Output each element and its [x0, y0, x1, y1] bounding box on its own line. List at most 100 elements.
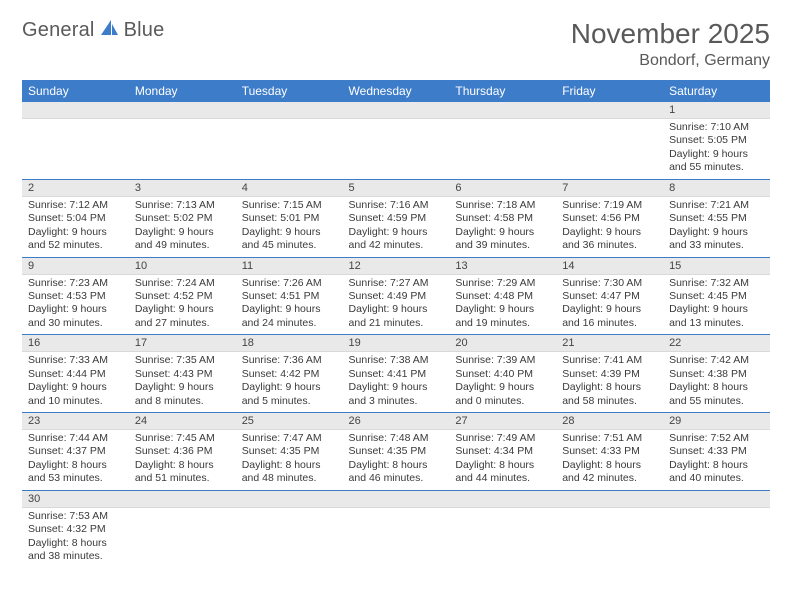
day-cell: [129, 102, 236, 179]
sunset-text: Sunset: 5:05 PM: [669, 134, 764, 147]
day-number-empty: [343, 102, 450, 119]
sunset-text: Sunset: 4:53 PM: [28, 290, 123, 303]
sunset-text: Sunset: 4:34 PM: [455, 445, 550, 458]
sunrise-text: Sunrise: 7:53 AM: [28, 510, 123, 523]
day-number: 28: [556, 413, 663, 430]
sunrise-text: Sunrise: 7:35 AM: [135, 354, 230, 367]
day-cell: 7Sunrise: 7:19 AMSunset: 4:56 PMDaylight…: [556, 179, 663, 257]
day-cell: 1Sunrise: 7:10 AMSunset: 5:05 PMDaylight…: [663, 102, 770, 179]
sunrise-text: Sunrise: 7:13 AM: [135, 199, 230, 212]
day-details: Sunrise: 7:32 AMSunset: 4:45 PMDaylight:…: [663, 275, 770, 335]
day-cell: 27Sunrise: 7:49 AMSunset: 4:34 PMDayligh…: [449, 413, 556, 491]
daylight-text: Daylight: 9 hours and 16 minutes.: [562, 303, 657, 330]
day-cell: [22, 102, 129, 179]
day-details: Sunrise: 7:52 AMSunset: 4:33 PMDaylight:…: [663, 430, 770, 490]
dayname-row: Sunday Monday Tuesday Wednesday Thursday…: [22, 80, 770, 102]
dayname-sat: Saturday: [663, 80, 770, 102]
day-cell: 18Sunrise: 7:36 AMSunset: 4:42 PMDayligh…: [236, 335, 343, 413]
sunset-text: Sunset: 4:35 PM: [242, 445, 337, 458]
sunrise-text: Sunrise: 7:48 AM: [349, 432, 444, 445]
day-cell: 22Sunrise: 7:42 AMSunset: 4:38 PMDayligh…: [663, 335, 770, 413]
daylight-text: Daylight: 9 hours and 0 minutes.: [455, 381, 550, 408]
day-number: 9: [22, 258, 129, 275]
day-details: Sunrise: 7:12 AMSunset: 5:04 PMDaylight:…: [22, 197, 129, 257]
day-details: Sunrise: 7:16 AMSunset: 4:59 PMDaylight:…: [343, 197, 450, 257]
dayname-sun: Sunday: [22, 80, 129, 102]
dayname-fri: Friday: [556, 80, 663, 102]
sunset-text: Sunset: 4:56 PM: [562, 212, 657, 225]
sunrise-text: Sunrise: 7:30 AM: [562, 277, 657, 290]
sunset-text: Sunset: 4:38 PM: [669, 368, 764, 381]
day-details: Sunrise: 7:18 AMSunset: 4:58 PMDaylight:…: [449, 197, 556, 257]
day-details: Sunrise: 7:21 AMSunset: 4:55 PMDaylight:…: [663, 197, 770, 257]
sunset-text: Sunset: 4:49 PM: [349, 290, 444, 303]
sunset-text: Sunset: 4:43 PM: [135, 368, 230, 381]
day-number: 14: [556, 258, 663, 275]
day-number: 4: [236, 180, 343, 197]
day-details: Sunrise: 7:42 AMSunset: 4:38 PMDaylight:…: [663, 352, 770, 412]
day-cell: 19Sunrise: 7:38 AMSunset: 4:41 PMDayligh…: [343, 335, 450, 413]
day-number: 15: [663, 258, 770, 275]
sunrise-text: Sunrise: 7:24 AM: [135, 277, 230, 290]
daylight-text: Daylight: 8 hours and 44 minutes.: [455, 459, 550, 486]
day-cell: [449, 102, 556, 179]
daylight-text: Daylight: 8 hours and 58 minutes.: [562, 381, 657, 408]
day-number-empty: [556, 491, 663, 508]
day-cell: 16Sunrise: 7:33 AMSunset: 4:44 PMDayligh…: [22, 335, 129, 413]
day-number-empty: [449, 102, 556, 119]
day-details: Sunrise: 7:10 AMSunset: 5:05 PMDaylight:…: [663, 119, 770, 179]
day-cell: [449, 490, 556, 567]
sunset-text: Sunset: 4:33 PM: [562, 445, 657, 458]
daylight-text: Daylight: 8 hours and 38 minutes.: [28, 537, 123, 564]
day-number-empty: [236, 491, 343, 508]
sunrise-text: Sunrise: 7:15 AM: [242, 199, 337, 212]
day-number: 27: [449, 413, 556, 430]
sunset-text: Sunset: 4:36 PM: [135, 445, 230, 458]
day-number-empty: [129, 102, 236, 119]
sunrise-text: Sunrise: 7:38 AM: [349, 354, 444, 367]
day-details: Sunrise: 7:49 AMSunset: 4:34 PMDaylight:…: [449, 430, 556, 490]
day-details: Sunrise: 7:24 AMSunset: 4:52 PMDaylight:…: [129, 275, 236, 335]
day-cell: [129, 490, 236, 567]
day-number-empty: [343, 491, 450, 508]
day-cell: 21Sunrise: 7:41 AMSunset: 4:39 PMDayligh…: [556, 335, 663, 413]
day-number: 11: [236, 258, 343, 275]
day-cell: 6Sunrise: 7:18 AMSunset: 4:58 PMDaylight…: [449, 179, 556, 257]
day-details: Sunrise: 7:26 AMSunset: 4:51 PMDaylight:…: [236, 275, 343, 335]
day-details: Sunrise: 7:53 AMSunset: 4:32 PMDaylight:…: [22, 508, 129, 568]
sunrise-text: Sunrise: 7:26 AM: [242, 277, 337, 290]
sunset-text: Sunset: 4:42 PM: [242, 368, 337, 381]
day-number: 29: [663, 413, 770, 430]
calendar-table: Sunday Monday Tuesday Wednesday Thursday…: [22, 80, 770, 568]
daylight-text: Daylight: 9 hours and 45 minutes.: [242, 226, 337, 253]
sunset-text: Sunset: 4:33 PM: [669, 445, 764, 458]
sunset-text: Sunset: 4:41 PM: [349, 368, 444, 381]
daylight-text: Daylight: 9 hours and 19 minutes.: [455, 303, 550, 330]
sunrise-text: Sunrise: 7:23 AM: [28, 277, 123, 290]
day-cell: 11Sunrise: 7:26 AMSunset: 4:51 PMDayligh…: [236, 257, 343, 335]
title-block: November 2025 Bondorf, Germany: [571, 18, 770, 70]
week-row: 23Sunrise: 7:44 AMSunset: 4:37 PMDayligh…: [22, 413, 770, 491]
sunset-text: Sunset: 4:44 PM: [28, 368, 123, 381]
daylight-text: Daylight: 9 hours and 24 minutes.: [242, 303, 337, 330]
sunrise-text: Sunrise: 7:41 AM: [562, 354, 657, 367]
day-cell: 20Sunrise: 7:39 AMSunset: 4:40 PMDayligh…: [449, 335, 556, 413]
week-row: 2Sunrise: 7:12 AMSunset: 5:04 PMDaylight…: [22, 179, 770, 257]
daylight-text: Daylight: 8 hours and 46 minutes.: [349, 459, 444, 486]
day-cell: 12Sunrise: 7:27 AMSunset: 4:49 PMDayligh…: [343, 257, 450, 335]
day-number-empty: [236, 102, 343, 119]
day-number: 1: [663, 102, 770, 119]
day-cell: 14Sunrise: 7:30 AMSunset: 4:47 PMDayligh…: [556, 257, 663, 335]
day-details: Sunrise: 7:36 AMSunset: 4:42 PMDaylight:…: [236, 352, 343, 412]
day-number: 30: [22, 491, 129, 508]
daylight-text: Daylight: 9 hours and 52 minutes.: [28, 226, 123, 253]
sunset-text: Sunset: 4:51 PM: [242, 290, 337, 303]
day-details: Sunrise: 7:44 AMSunset: 4:37 PMDaylight:…: [22, 430, 129, 490]
day-number: 20: [449, 335, 556, 352]
location: Bondorf, Germany: [571, 52, 770, 70]
day-details: Sunrise: 7:27 AMSunset: 4:49 PMDaylight:…: [343, 275, 450, 335]
day-number: 16: [22, 335, 129, 352]
dayname-thu: Thursday: [449, 80, 556, 102]
day-cell: 25Sunrise: 7:47 AMSunset: 4:35 PMDayligh…: [236, 413, 343, 491]
day-cell: 4Sunrise: 7:15 AMSunset: 5:01 PMDaylight…: [236, 179, 343, 257]
